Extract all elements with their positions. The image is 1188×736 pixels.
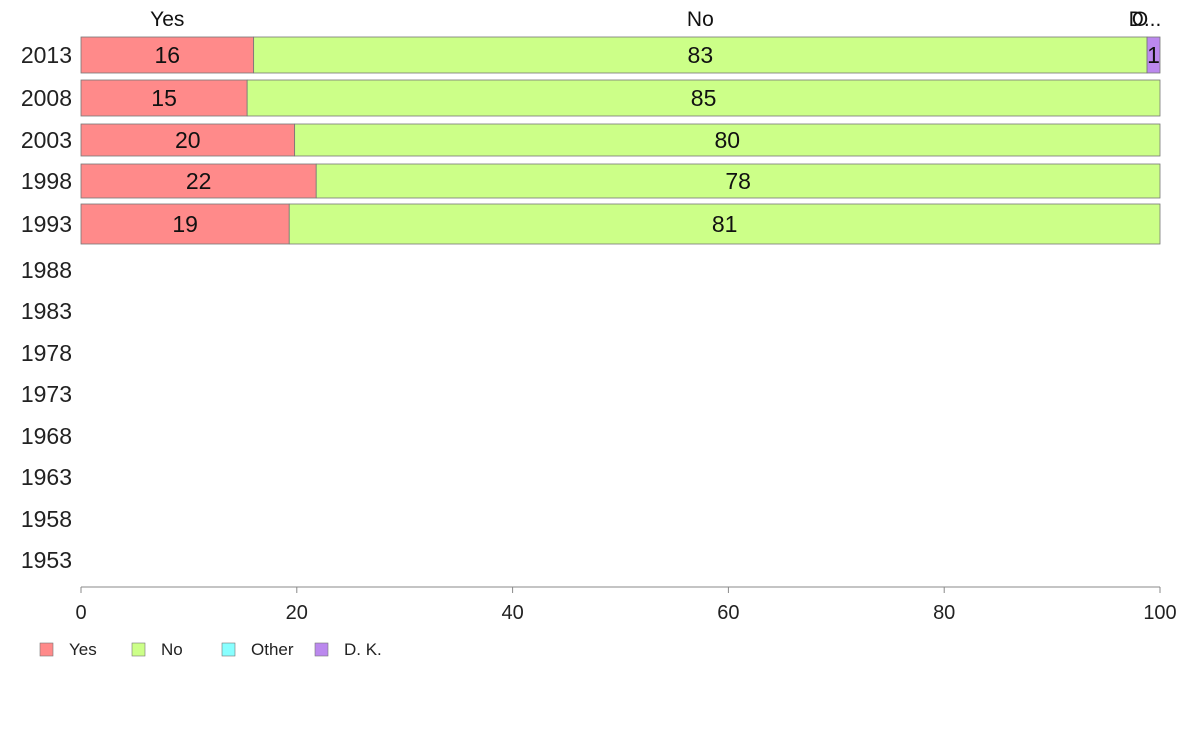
x-tick-label-40: 40 [501,602,523,624]
data-label-no-2008: 85 [691,85,717,111]
year-label-2003: 2003 [21,127,72,153]
bar-d-k-2013 [1146,36,1161,74]
bar-no-2008 [246,79,1161,117]
x-tick-label-80: 80 [933,602,955,624]
data-label-yes-2008: 15 [151,85,177,111]
year-label-1993: 1993 [21,211,72,237]
legend-label-d-k: D. K. [344,640,382,659]
top-header-2: O [1132,8,1148,31]
top-header-1: No [687,8,714,31]
bar-no-2003 [294,123,1161,157]
bar-yes-2008 [80,79,248,117]
legend-label-yes: Yes [69,640,97,659]
year-label-1998: 1998 [21,168,72,194]
year-label-1978: 1978 [21,340,72,366]
legend-swatch-yes [39,642,54,657]
data-label-yes-1993: 19 [172,211,198,237]
year-label-1958: 1958 [21,506,72,532]
data-label-yes-2013: 16 [155,42,181,68]
x-tick-label-0: 0 [75,602,86,624]
legend-swatch-no [131,642,146,657]
legend-swatch-d-k [314,642,329,657]
data-label-no-1993: 81 [712,211,738,237]
year-label-1963: 1963 [21,464,72,490]
bar-no-1993 [288,203,1161,245]
year-label-1983: 1983 [21,298,72,324]
bar-no-1998 [315,163,1161,199]
year-label-1973: 1973 [21,381,72,407]
top-header-0: Yes [150,8,184,31]
data-label-no-2003: 80 [715,127,741,153]
data-label-no-1998: 78 [725,168,751,194]
data-label-yes-2003: 20 [175,127,201,153]
data-label-no-2013: 83 [688,42,714,68]
year-label-1968: 1968 [21,423,72,449]
bar-yes-2003 [80,123,296,157]
bar-no-2013 [253,36,1148,74]
x-tick-label-20: 20 [286,602,308,624]
data-label-yes-1998: 22 [186,168,212,194]
bar-yes-2013 [80,36,255,74]
year-label-2008: 2008 [21,85,72,111]
legend-label-other: Other [251,640,294,659]
bar-yes-1993 [80,203,290,245]
x-tick-label-100: 100 [1143,602,1176,624]
year-label-2013: 2013 [21,42,72,68]
x-tick-label-60: 60 [717,602,739,624]
bar-yes-1998 [80,163,317,199]
top-header-3: D... [1129,8,1162,31]
legend-swatch-other [221,642,236,657]
year-label-1953: 1953 [21,547,72,573]
year-label-1988: 1988 [21,257,72,283]
data-label-d-k-2013: 1 [1147,42,1160,68]
legend-label-no: No [161,640,183,659]
